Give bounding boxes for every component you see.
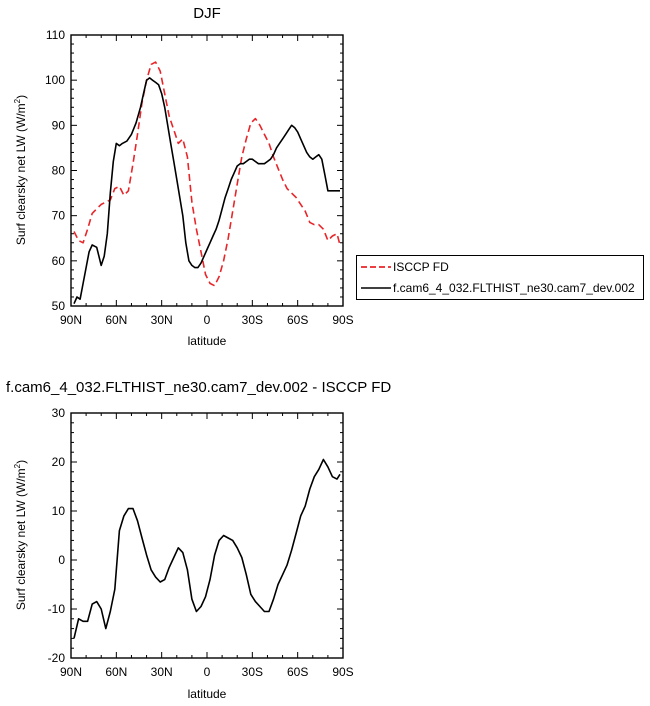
top-y-axis-label-main: Surf clearsky net LW (W/m: [14, 103, 28, 245]
top-x-tick-label: 90S: [332, 313, 353, 327]
bottom-y-axis-label-sup: 2: [13, 463, 22, 468]
top-y-tick-label: 80: [52, 164, 66, 178]
bottom-panel: f.cam6_4_032.FLTHIST_ne30.cam7_dev.002 -…: [6, 379, 391, 701]
top-x-tick-label: 60N: [105, 313, 127, 327]
top-y-axis-label: Surf clearsky net LW (W/m2): [13, 95, 28, 245]
bottom-x-tick-label: 60S: [287, 665, 308, 679]
bottom-y-axis-label-close: ): [14, 460, 28, 464]
bottom-y-tick-label: -20: [48, 651, 66, 665]
top-y-tick-label: 100: [45, 73, 65, 87]
top-y-axis-label-close: ): [14, 95, 28, 99]
top-x-axis-label: latitude: [188, 334, 227, 348]
legend-label-model: f.cam6_4_032.FLTHIST_ne30.cam7_dev.002: [393, 281, 635, 295]
top-x-tick-label: 30N: [151, 313, 173, 327]
top-y-tick-label: 60: [52, 254, 66, 268]
legend: ISCCP FD f.cam6_4_032.FLTHIST_ne30.cam7_…: [356, 255, 644, 300]
bottom-x-tick-label: 30N: [151, 665, 173, 679]
top-y-tick-label: 90: [52, 118, 66, 132]
top-x-tick-labels: 90N 60N 30N 0 30S 60S 90S: [60, 313, 354, 327]
bottom-x-axis-label: latitude: [188, 687, 227, 701]
bottom-series-lines: [73, 458, 341, 639]
top-x-tick-label: 30S: [242, 313, 263, 327]
top-series-line: [73, 61, 341, 287]
bottom-x-tick-label: 90N: [60, 665, 82, 679]
top-y-tick-label: 110: [46, 28, 65, 42]
top-x-tick-label: 0: [204, 313, 211, 327]
bottom-x-tick-labels: 90N 60N 30N 0 30S 60S 90S: [60, 665, 354, 679]
top-y-axis-label-sup: 2: [13, 98, 22, 103]
bottom-chart-title: f.cam6_4_032.FLTHIST_ne30.cam7_dev.002 -…: [6, 379, 391, 396]
legend-swatch-solid-black: [361, 287, 391, 289]
bottom-series-line: [73, 458, 341, 639]
bottom-axis-ticks: [70, 412, 344, 659]
legend-label-isccp: ISCCP FD: [393, 260, 449, 274]
bottom-x-tick-label: 60N: [105, 665, 127, 679]
top-x-tick-label: 90N: [60, 313, 82, 327]
bottom-y-tick-label: 0: [58, 553, 65, 567]
bottom-x-tick-label: 30S: [242, 665, 263, 679]
bottom-y-axis-label: Surf clearsky net LW (W/m2): [13, 460, 28, 610]
top-panel: DJF 90N 60N 30N 0 30S 60S 90S 50 60 70 80 90 100 110…: [13, 5, 354, 348]
top-y-tick-label: 70: [52, 209, 66, 223]
bottom-plot-frame: [70, 412, 344, 659]
top-chart-title: DJF: [193, 5, 221, 22]
legend-item-model: f.cam6_4_032.FLTHIST_ne30.cam7_dev.002: [357, 278, 643, 298]
top-axis-ticks: [70, 34, 344, 307]
legend-swatch-dashed-red: [361, 266, 391, 268]
bottom-y-tick-label: 20: [52, 455, 66, 469]
top-series-lines: [73, 61, 341, 305]
bottom-x-tick-label: 0: [204, 665, 211, 679]
top-series-line: [73, 77, 340, 305]
bottom-x-tick-label: 90S: [332, 665, 353, 679]
bottom-y-tick-label: 30: [52, 406, 66, 420]
bottom-y-axis-label-main: Surf clearsky net LW (W/m: [14, 468, 28, 610]
bottom-y-tick-labels: -20 -10 0 10 20 30: [48, 406, 66, 665]
bottom-y-tick-label: -10: [48, 602, 66, 616]
top-y-tick-labels: 50 60 70 80 90 100 110: [45, 28, 65, 313]
top-y-tick-label: 50: [52, 299, 66, 313]
top-x-tick-label: 60S: [287, 313, 308, 327]
bottom-y-tick-label: 10: [52, 504, 66, 518]
legend-item-isccp: ISCCP FD: [357, 257, 643, 277]
